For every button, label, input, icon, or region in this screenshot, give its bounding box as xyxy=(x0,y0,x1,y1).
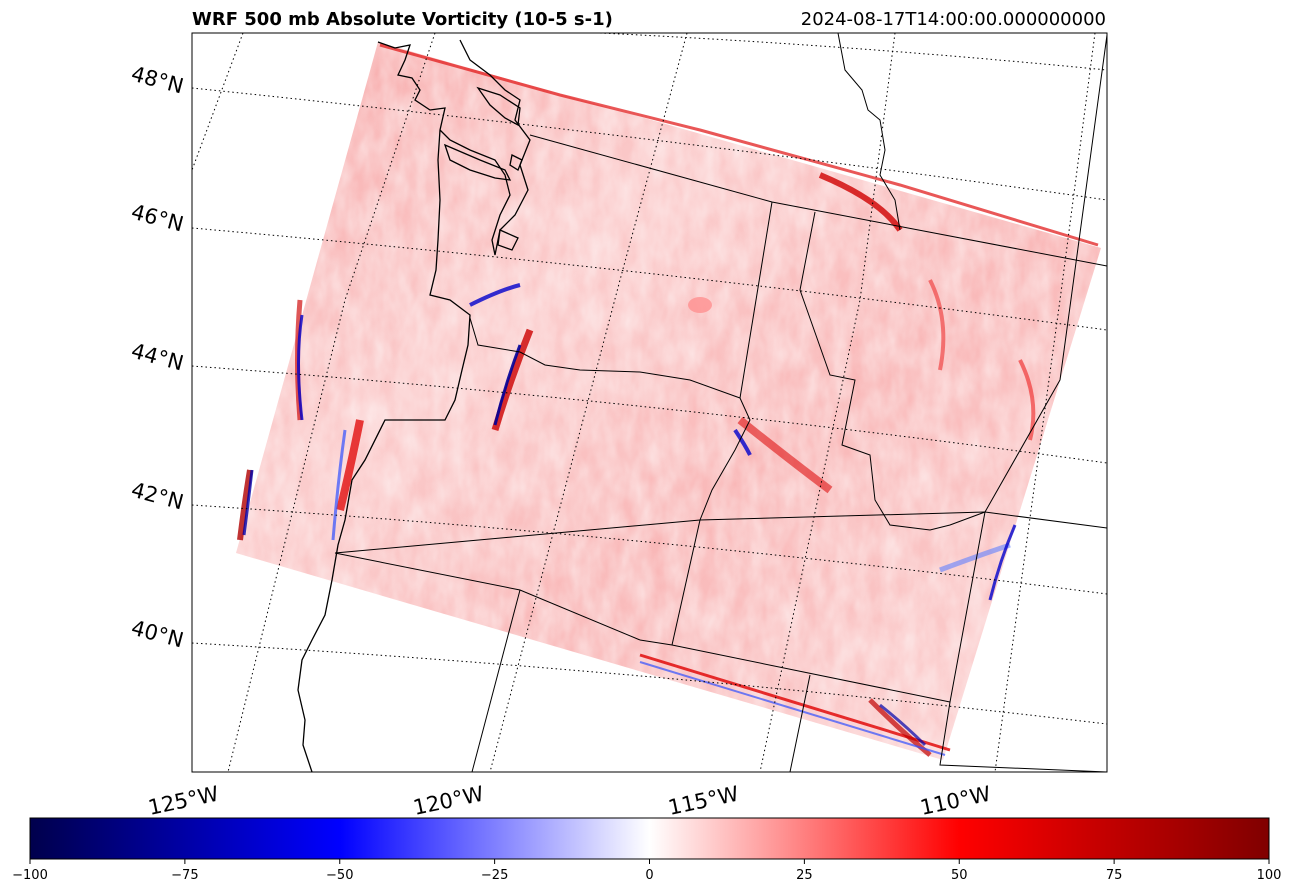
lat-label-40: 40°N xyxy=(129,616,186,653)
lon-label-125: 125°W xyxy=(146,782,221,820)
latitude-labels: 48°N 46°N 44°N 42°N 40°N xyxy=(129,62,186,653)
colorbar-tick-label: 0 xyxy=(645,868,653,883)
colorbar-tick-label: −75 xyxy=(171,868,198,883)
coastline xyxy=(297,39,531,772)
colorbar-tick-label: −50 xyxy=(326,868,353,883)
colorbar-tick-label: 50 xyxy=(951,868,968,883)
colorbar-tick-label: 100 xyxy=(1257,868,1282,883)
colorbar-gradient xyxy=(29,817,1270,860)
lat-label-46: 46°N xyxy=(129,200,186,237)
colorbar-tick-label: 75 xyxy=(1106,868,1123,883)
vorticity-field xyxy=(236,42,1101,760)
lat-label-48: 48°N xyxy=(129,62,186,99)
lat-label-44: 44°N xyxy=(129,339,186,376)
valid-time: 2024-08-17T14:00:00.000000000 xyxy=(801,9,1106,30)
colorbar: −100 −75 −50 −25 0 25 50 75 100 xyxy=(12,817,1281,883)
map-area xyxy=(192,33,1107,772)
lon-label-115: 115°W xyxy=(666,782,741,820)
latitude-gridlines xyxy=(192,33,1107,725)
state-borders xyxy=(334,33,1107,772)
colorbar-tick-label: −100 xyxy=(12,868,48,883)
lon-label-110: 110°W xyxy=(918,782,993,820)
chart-title: WRF 500 mb Absolute Vorticity (10-5 s-1) xyxy=(192,9,613,30)
colorbar-tick-label: 25 xyxy=(796,868,813,883)
lat-label-42: 42°N xyxy=(129,478,186,515)
colorbar-ticks: −100 −75 −50 −25 0 25 50 75 100 xyxy=(12,859,1281,883)
longitude-gridlines xyxy=(192,33,1096,772)
longitude-labels: 125°W 120°W 115°W 110°W xyxy=(146,782,993,820)
colorbar-tick-label: −25 xyxy=(481,868,508,883)
map-frame xyxy=(191,32,1108,773)
lon-label-120: 120°W xyxy=(411,782,486,820)
